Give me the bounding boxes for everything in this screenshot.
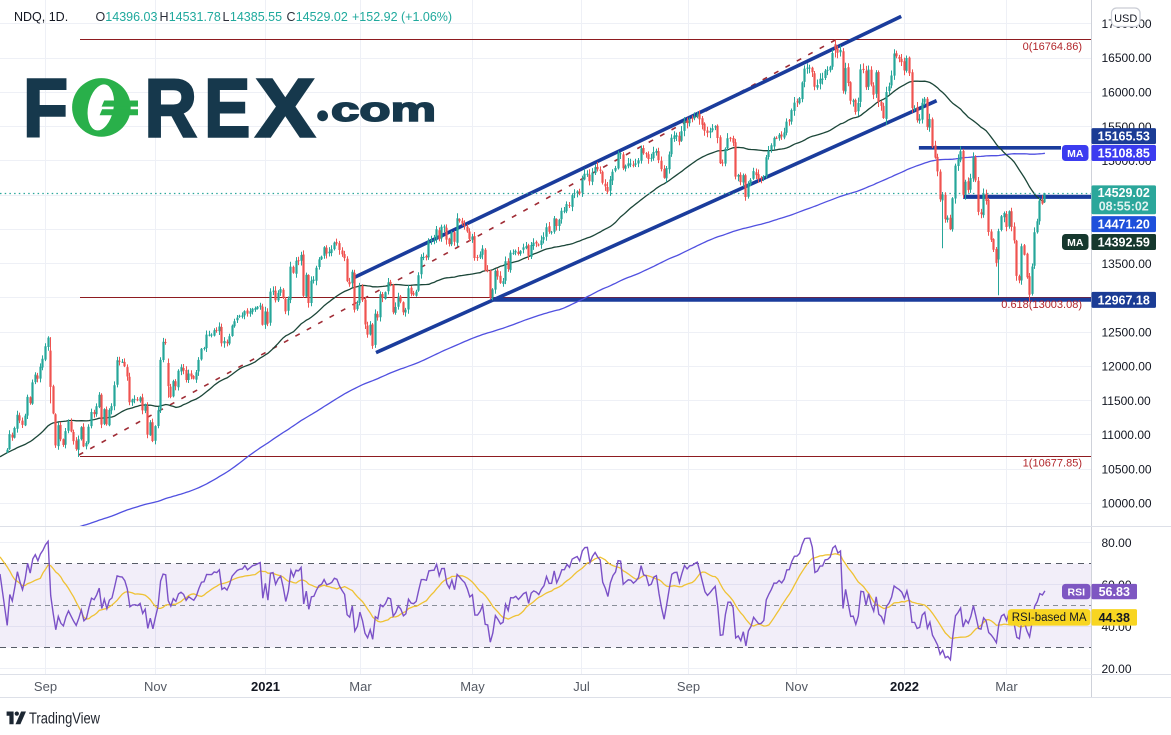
svg-text:F: F [23, 62, 68, 155]
svg-text:TradingView: TradingView [29, 711, 101, 728]
svg-text:44.38: 44.38 [1099, 611, 1130, 625]
svg-text:X: X [256, 62, 315, 155]
svg-text:0.618(13003.08): 0.618(13003.08) [1001, 299, 1082, 311]
svg-text:Mar: Mar [349, 679, 372, 694]
svg-text:1(10677.85): 1(10677.85) [1023, 458, 1082, 470]
svg-text:15165.53: 15165.53 [1098, 130, 1150, 144]
svg-text:16000.00: 16000.00 [1102, 86, 1152, 100]
svg-text:14396.03: 14396.03 [105, 10, 157, 24]
svg-text:MA: MA [1067, 237, 1084, 249]
svg-text:14529.02: 14529.02 [1098, 186, 1150, 200]
svg-text:08:55:02: 08:55:02 [1099, 199, 1149, 213]
svg-text:May: May [460, 679, 485, 694]
svg-text:USD: USD [1114, 13, 1137, 25]
svg-text:com: com [331, 91, 436, 129]
svg-text:12967.18: 12967.18 [1098, 293, 1150, 307]
svg-text:NDQ, 1D.: NDQ, 1D. [14, 10, 68, 24]
svg-text:20.00: 20.00 [1102, 662, 1132, 676]
svg-text:12000.00: 12000.00 [1102, 360, 1152, 374]
svg-text:2021: 2021 [251, 679, 280, 694]
svg-text:14531.78: 14531.78 [169, 10, 221, 24]
svg-text:R: R [145, 62, 198, 155]
svg-text:10000.00: 10000.00 [1102, 497, 1152, 511]
svg-text:11500.00: 11500.00 [1102, 394, 1151, 408]
svg-text:56.83: 56.83 [1099, 585, 1130, 599]
svg-text:RSI-based MA: RSI-based MA [1012, 612, 1087, 624]
svg-text:Jul: Jul [573, 679, 590, 694]
svg-text:15108.85: 15108.85 [1098, 146, 1150, 160]
svg-text:Nov: Nov [144, 679, 168, 694]
svg-text:0(16764.86): 0(16764.86) [1023, 41, 1082, 53]
svg-text:14471.20: 14471.20 [1098, 218, 1150, 232]
svg-text:Nov: Nov [785, 679, 809, 694]
svg-text:14385.55: 14385.55 [230, 10, 282, 24]
svg-text:O: O [96, 10, 106, 24]
svg-text:2022: 2022 [890, 679, 919, 694]
svg-text:12500.00: 12500.00 [1102, 325, 1152, 339]
svg-text:13500.00: 13500.00 [1102, 257, 1152, 271]
svg-text:Mar: Mar [995, 679, 1018, 694]
svg-text:Sep: Sep [677, 679, 700, 694]
svg-text:C: C [287, 10, 296, 24]
svg-text:E: E [204, 62, 250, 155]
svg-text:14529.02: 14529.02 [296, 10, 348, 24]
svg-text:H: H [160, 10, 169, 24]
svg-text:16500.00: 16500.00 [1102, 51, 1152, 65]
svg-text:11000.00: 11000.00 [1102, 428, 1151, 442]
svg-text:RSI: RSI [1067, 586, 1085, 598]
svg-text:L: L [223, 10, 230, 24]
svg-text:Sep: Sep [34, 679, 57, 694]
svg-text:10500.00: 10500.00 [1102, 462, 1152, 476]
svg-text:14392.59: 14392.59 [1098, 235, 1150, 249]
svg-text:80.00: 80.00 [1102, 536, 1132, 550]
svg-text:+152.92 (+1.06%): +152.92 (+1.06%) [352, 10, 452, 24]
svg-text:MA: MA [1067, 148, 1084, 160]
